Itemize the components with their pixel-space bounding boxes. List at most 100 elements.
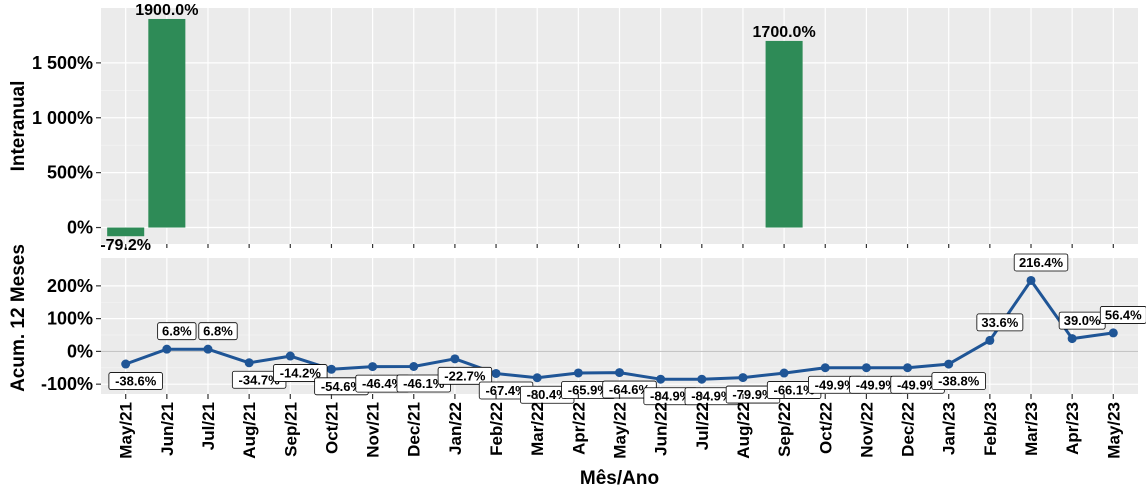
xtick-label: Jul/22 — [693, 402, 712, 450]
data-label-box — [198, 322, 238, 341]
bar — [765, 40, 803, 228]
data-point — [409, 362, 419, 372]
data-label-text: -22.7% — [444, 368, 486, 383]
data-label-text: -84.9% — [650, 389, 692, 404]
top-ytick-label: 0% — [67, 218, 93, 238]
data-label-text: -54.6% — [321, 379, 363, 394]
xtick-label: Dec/22 — [899, 402, 918, 457]
data-point — [121, 359, 131, 369]
top-y-axis-title: Interanual — [8, 81, 29, 172]
top-ytick-label: 1 500% — [32, 53, 93, 73]
data-label: -14.2% — [273, 364, 328, 382]
data-label-text: 6.8% — [203, 324, 233, 339]
top-ytick-label: 500% — [47, 163, 93, 183]
data-point — [985, 335, 995, 345]
data-label-box — [976, 313, 1024, 332]
xtick-label: Aug/21 — [240, 402, 259, 459]
xtick-label: Jul/21 — [199, 402, 218, 450]
bar-value-label: 1700.0% — [753, 24, 816, 41]
xtick-label: Apr/22 — [569, 402, 588, 455]
data-label-text: -66.1% — [774, 383, 816, 398]
data-label-text: -65.9% — [568, 382, 610, 397]
data-point — [573, 368, 583, 378]
top-ytick-label: 1 000% — [32, 108, 93, 128]
data-label: -66.1% — [766, 381, 822, 399]
xtick-label: Sep/21 — [281, 402, 300, 457]
data-point — [861, 363, 871, 373]
data-label-box — [273, 364, 328, 382]
data-point — [944, 359, 954, 369]
xtick-label: Aug/22 — [734, 402, 753, 459]
data-point — [203, 344, 213, 354]
data-label-box — [1099, 306, 1146, 324]
data-label: -64.6% — [602, 380, 657, 399]
bar-value-label: 1900.0% — [135, 2, 198, 19]
xtick-label: Feb/23 — [981, 402, 1000, 456]
data-label: 39.0% — [1058, 311, 1106, 330]
xtick-label: Nov/21 — [364, 402, 383, 458]
bottom-y-axis-title: Acum. 12 Meses — [8, 244, 29, 392]
xtick-label: May/21 — [117, 402, 136, 459]
data-point — [244, 358, 254, 368]
data-label-box — [931, 372, 986, 391]
data-label: 33.6% — [976, 313, 1024, 332]
data-point — [326, 364, 336, 374]
xtick-label: Jun/21 — [158, 402, 177, 456]
data-label: -46.4% — [355, 374, 410, 393]
data-label: -34.7% — [231, 370, 287, 389]
data-point — [1067, 334, 1077, 344]
xtick-label: Dec/21 — [405, 402, 424, 457]
data-label-text: -46.1% — [403, 376, 445, 391]
data-point — [738, 373, 748, 383]
data-label: 6.8% — [157, 322, 197, 341]
data-label-box — [108, 372, 163, 390]
data-label: -38.8% — [931, 372, 986, 391]
bottom-ytick-label: 100% — [47, 309, 93, 329]
data-label-text: -84.9% — [691, 389, 733, 404]
data-label-text: 33.6% — [981, 315, 1018, 330]
bottom-ytick-label: -100% — [41, 374, 93, 394]
data-point — [820, 363, 830, 373]
data-label-text: -46.4% — [362, 376, 404, 391]
data-label-text: -49.9% — [815, 377, 857, 392]
data-point — [450, 354, 460, 364]
xtick-label: Apr/23 — [1063, 402, 1082, 455]
data-label: -84.9% — [643, 387, 698, 406]
data-label: -49.9% — [849, 375, 904, 394]
data-point — [491, 368, 501, 378]
xtick-label: May/23 — [1104, 402, 1123, 459]
data-label-text: 56.4% — [1105, 307, 1142, 322]
data-label: 56.4% — [1099, 306, 1146, 324]
bar — [148, 18, 186, 228]
data-label: -54.6% — [314, 377, 369, 396]
xtick-label: Jun/22 — [652, 402, 671, 456]
data-label-text: 39.0% — [1064, 313, 1101, 328]
xtick-label: Jan/23 — [940, 402, 959, 455]
data-point — [903, 363, 913, 373]
xtick-label: Jan/22 — [446, 402, 465, 455]
data-label-text: -49.9% — [897, 377, 939, 392]
data-label: 6.8% — [198, 322, 238, 341]
data-label-box — [157, 322, 197, 341]
data-label-text: -38.8% — [938, 374, 980, 389]
x-axis-title: Mês/Ano — [580, 468, 659, 489]
data-label: -65.9% — [561, 381, 616, 399]
data-label: -38.6% — [108, 372, 163, 390]
data-label-text: 216.4% — [1019, 255, 1064, 270]
xtick-label: Oct/22 — [816, 402, 835, 454]
data-point — [1026, 275, 1036, 285]
data-point — [779, 368, 789, 378]
data-label: 216.4% — [1013, 253, 1069, 272]
xtick-label: Nov/22 — [857, 402, 876, 458]
data-point — [368, 362, 378, 372]
data-point — [1108, 328, 1118, 338]
bar-value-label: -79.2% — [100, 237, 151, 254]
data-label: -49.9% — [808, 375, 863, 394]
data-label-text: 6.8% — [162, 324, 192, 339]
xtick-label: Sep/22 — [775, 402, 794, 457]
data-label-text: -64.6% — [609, 382, 651, 397]
data-point — [656, 374, 666, 384]
data-label-box — [1013, 253, 1069, 272]
bar — [107, 227, 145, 237]
